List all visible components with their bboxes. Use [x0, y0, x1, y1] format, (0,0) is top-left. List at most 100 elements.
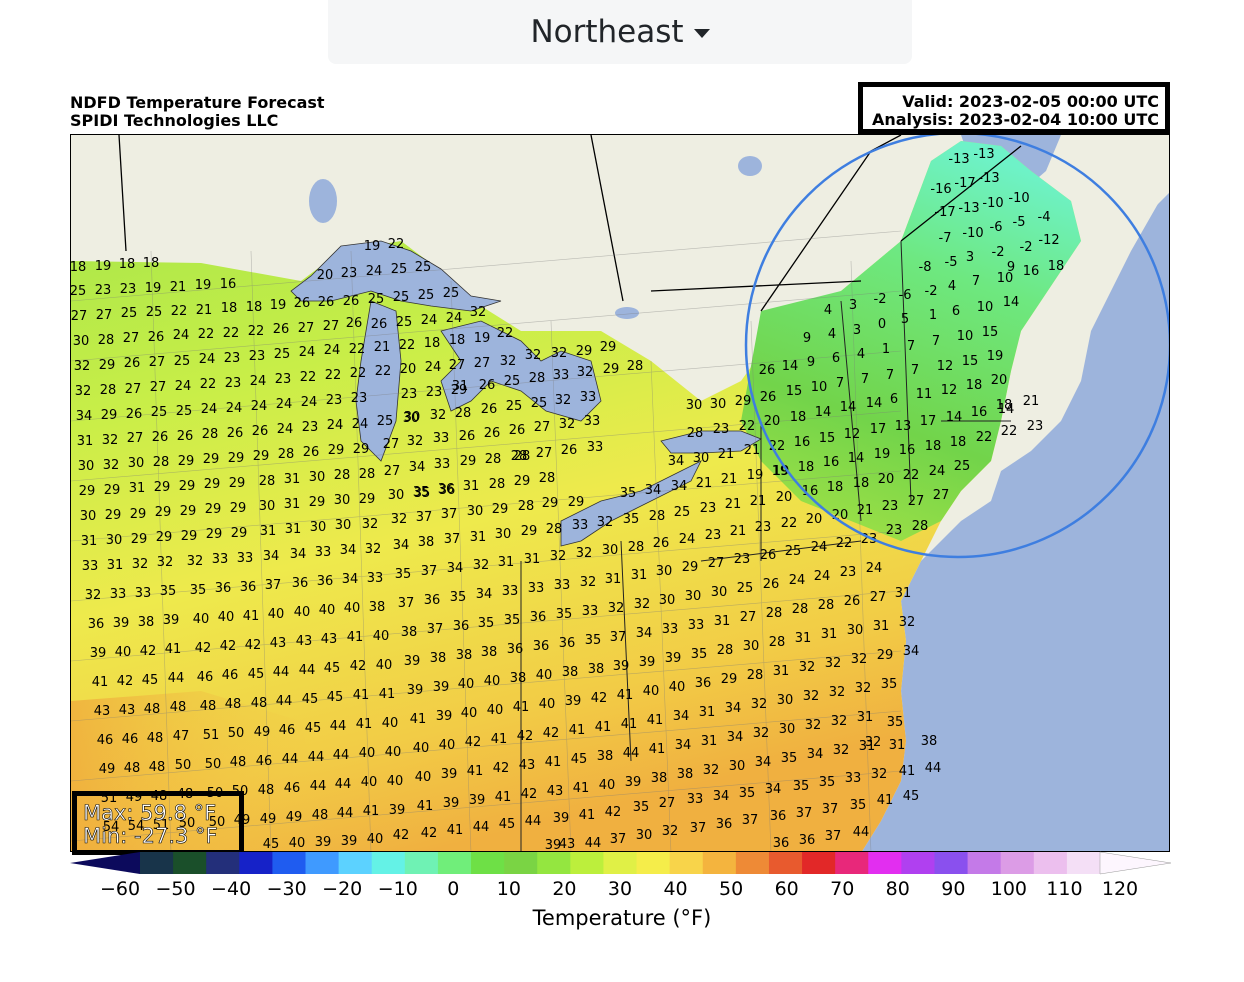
- temperature-value: 32: [407, 434, 424, 449]
- temperature-value: 31: [452, 379, 469, 394]
- temperature-value: 29: [179, 479, 196, 494]
- temperature-value: 29: [181, 529, 198, 544]
- temperature-value: 9: [803, 331, 811, 346]
- temperature-value: 49: [286, 810, 303, 825]
- temperature-value: 34: [645, 483, 662, 498]
- temperature-value: 32: [551, 346, 568, 361]
- colorbar-cell: [1066, 852, 1101, 874]
- region-dropdown[interactable]: Northeast: [328, 0, 912, 64]
- temperature-value: 41: [491, 732, 508, 747]
- temperature-value: 33: [687, 792, 704, 807]
- temperature-value: 43: [321, 632, 338, 647]
- temperature-value: 29: [229, 476, 246, 491]
- temperature-value: 35: [556, 607, 573, 622]
- temperature-value: 24: [789, 573, 806, 588]
- temperature-value: 48: [124, 761, 141, 776]
- temperature-value: 22: [399, 338, 416, 353]
- temperature-value: 42: [521, 787, 538, 802]
- temperature-value: 12: [844, 427, 861, 442]
- temperature-value: 31: [701, 734, 718, 749]
- temperature-value: 20: [991, 373, 1008, 388]
- temperature-value: 26: [346, 316, 363, 331]
- temperature-value: -8: [919, 260, 932, 275]
- temperature-value: 27: [474, 356, 491, 371]
- temperature-value: 30: [710, 397, 727, 412]
- temperature-value: 34: [755, 755, 772, 770]
- temperature-value: 32: [500, 354, 517, 369]
- temperature-value: 37: [796, 806, 813, 821]
- temperature-value: 40: [415, 770, 432, 785]
- temperature-value: 19: [474, 331, 491, 346]
- temperature-value: 33: [82, 559, 99, 574]
- temperature-map[interactable]: -13 -13 -16 -17 -13 -10 -17 -13 -10 -5 -4 -12 -7 -10-…: [70, 134, 1170, 852]
- temperature-value: 35: [887, 715, 904, 730]
- temperature-value: 35: [160, 584, 177, 599]
- temperature-value: 22: [781, 516, 798, 531]
- temperature-value: 31: [795, 631, 812, 646]
- temperature-value: 32: [662, 824, 679, 839]
- temperature-value: 36: [88, 617, 105, 632]
- temperature-value: 16: [794, 435, 811, 450]
- chevron-down-icon: [693, 28, 710, 38]
- temperature-value: 43: [270, 636, 287, 651]
- temperature-value: 30: [495, 527, 512, 542]
- temperature-value: 26: [509, 423, 526, 438]
- temperature-value: 25: [674, 505, 691, 520]
- temperature-value: 9: [807, 355, 815, 370]
- temperature-value: 34: [725, 701, 742, 716]
- temperature-value: 18: [143, 256, 160, 271]
- temperature-value: 26: [343, 294, 360, 309]
- temperature-value: 32: [831, 714, 848, 729]
- temperature-value: 27: [659, 796, 676, 811]
- temperature-value: 23: [713, 422, 730, 437]
- colorbar-cell: [669, 852, 704, 874]
- temperature-value: 22: [200, 377, 217, 392]
- temperature-value: 42: [465, 735, 482, 750]
- temperature-value: 29: [735, 394, 752, 409]
- temperature-value: 34: [671, 479, 688, 494]
- temperature-value: 14: [866, 396, 883, 411]
- temperature-value: -13: [978, 171, 999, 186]
- temperature-value: 10: [957, 329, 974, 344]
- temperature-value: 35: [450, 590, 467, 605]
- temperature-value: 16: [220, 277, 237, 292]
- colorbar-tick-label: −50: [155, 878, 196, 900]
- temperature-value: 24: [299, 345, 316, 360]
- temperature-value: 33: [662, 622, 679, 637]
- temperature-value: 27: [127, 431, 144, 446]
- temperature-value: 31: [714, 614, 731, 629]
- colorbar-cell: [570, 852, 605, 874]
- temperature-value: 26: [481, 402, 498, 417]
- temperature-value: 24: [201, 402, 218, 417]
- temperature-value: 20: [317, 268, 334, 283]
- temperature-value: 34: [340, 543, 357, 558]
- colorbar-tick-label: 60: [774, 878, 799, 900]
- temperature-value: 31: [895, 586, 912, 601]
- temperature-value: 23: [326, 393, 343, 408]
- temperature-value: 31: [260, 524, 277, 539]
- temperature-value: 49: [260, 812, 277, 827]
- temperature-value: 28: [511, 449, 528, 464]
- temperature-value: 48: [251, 696, 268, 711]
- colorbar-cell: [338, 852, 373, 874]
- temperature-value: -5: [945, 255, 958, 270]
- temperature-value: 25: [151, 405, 168, 420]
- temperature-value: 21: [750, 494, 767, 509]
- temperature-value: 32: [753, 726, 770, 741]
- temperature-value: 9: [1007, 260, 1015, 275]
- temperature-value: 16: [1023, 264, 1040, 279]
- temperature-value: 48: [230, 755, 247, 770]
- colorbar-cell: [1000, 852, 1035, 874]
- temperature-value: 27: [384, 464, 401, 479]
- temperature-value: 41: [579, 808, 596, 823]
- temperature-value: 16: [899, 443, 916, 458]
- temperature-value: 32: [608, 601, 625, 616]
- temperature-value: 44: [282, 752, 299, 767]
- temperature-value: 4: [948, 279, 956, 294]
- temperature-value: 22: [903, 468, 920, 483]
- temperature-value: 24: [226, 401, 243, 416]
- temperature-value: 17: [920, 414, 937, 429]
- temperature-value: -4: [1038, 210, 1051, 225]
- temperature-value: 32: [899, 615, 916, 630]
- colorbar-tick-label: 80: [885, 878, 910, 900]
